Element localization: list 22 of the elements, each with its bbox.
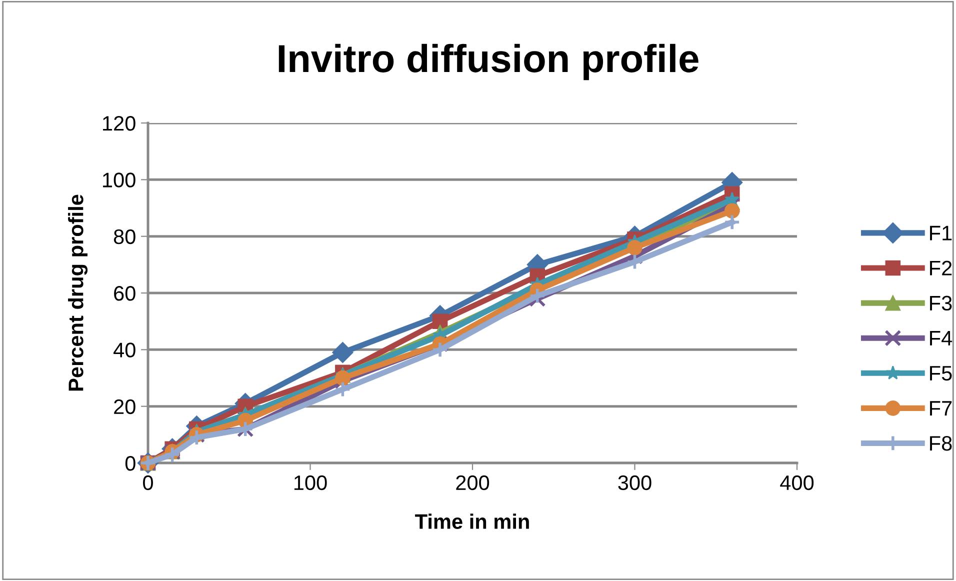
legend-label: F8: [930, 436, 952, 451]
y-axis-title: Percent drug profile: [68, 194, 88, 391]
y-tick-label: 0: [125, 456, 136, 471]
y-tick-label: 40: [114, 342, 136, 358]
legend-label: F3: [930, 296, 952, 311]
chart-title: Invitro diffusion profile: [278, 44, 698, 80]
legend-label: F1: [930, 226, 952, 240]
x-tick-label: 100: [294, 475, 327, 490]
x-tick-label: 200: [456, 475, 490, 490]
x-tick-label: 300: [618, 475, 652, 490]
y-tick-label: 80: [114, 229, 136, 244]
y-tick-label: 120: [103, 116, 136, 131]
legend-label: F4: [930, 331, 952, 346]
y-tick-label: 100: [103, 172, 136, 188]
legend-label: F2: [930, 260, 952, 276]
legend-label: F5: [930, 366, 952, 381]
x-tick-label: 0: [143, 475, 153, 490]
x-axis-title: Time in min: [415, 514, 529, 529]
legend-label: F7: [930, 401, 952, 416]
y-tick-label: 20: [114, 399, 136, 414]
x-tick-label: 400: [780, 475, 814, 490]
y-tick-label: 60: [114, 286, 136, 301]
